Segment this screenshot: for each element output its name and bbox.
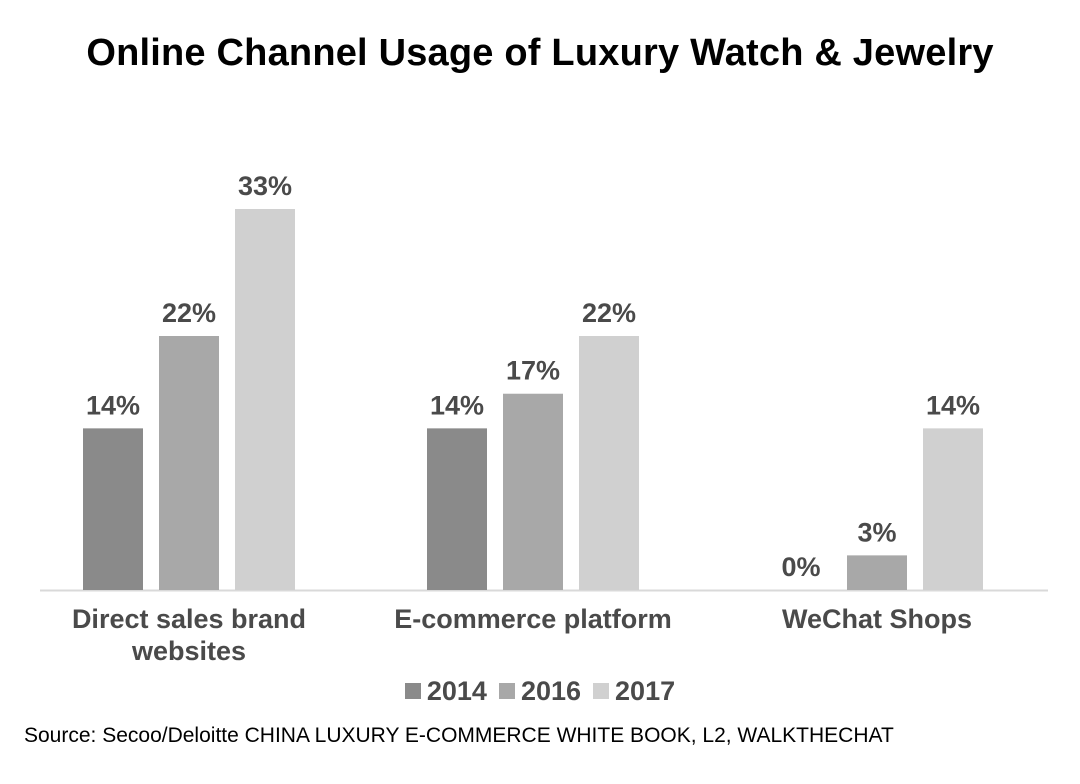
data-label-2017-1: 22% <box>582 298 636 328</box>
legend-label: 2014 <box>426 676 487 706</box>
bar-2014-1 <box>427 428 487 590</box>
category-label-1: E-commerce platform <box>363 603 703 635</box>
bar-2017-0 <box>235 209 295 590</box>
source-note: Source: Secoo/Deloitte CHINA LUXURY E-CO… <box>24 724 894 747</box>
data-label-2014-1: 14% <box>430 390 484 420</box>
bar-2016-2 <box>847 555 907 590</box>
legend-item-2014: 2014 <box>404 676 487 707</box>
data-label-2016-0: 22% <box>162 298 216 328</box>
legend-item-2017: 2017 <box>593 676 675 707</box>
category-label-0: Direct sales brand websites <box>19 603 359 667</box>
legend-swatch <box>404 683 421 699</box>
legend-label: 2016 <box>520 676 582 706</box>
legend-swatch <box>498 683 515 699</box>
data-label-2014-2: 0% <box>781 552 820 582</box>
bar-2016-0 <box>159 336 219 590</box>
chart-title: Online Channel Usage of Luxury Watch & J… <box>86 32 994 74</box>
data-label-2016-1: 17% <box>506 356 560 386</box>
category-label-line: E-commerce platform <box>394 604 672 634</box>
data-label-2016-2: 3% <box>857 517 896 547</box>
bar-2016-1 <box>503 393 563 590</box>
legend-label: 2017 <box>615 676 676 706</box>
bar-2017-1 <box>579 336 639 590</box>
bar-2014-0 <box>83 428 143 590</box>
category-label-line: Direct sales brand <box>71 604 307 634</box>
bar-2017-2 <box>923 428 983 590</box>
category-label-2: WeChat Shops <box>707 603 1047 635</box>
category-label-line: websites <box>131 636 247 666</box>
legend: 2014 2016 2017 <box>0 676 1080 707</box>
legend-swatch <box>593 683 610 699</box>
data-label-2017-0: 33% <box>238 171 292 201</box>
data-label-2014-0: 14% <box>86 390 140 420</box>
legend-item-2016: 2016 <box>498 676 582 707</box>
category-label-line: WeChat Shops <box>781 604 972 634</box>
data-label-2017-2: 14% <box>926 390 980 420</box>
